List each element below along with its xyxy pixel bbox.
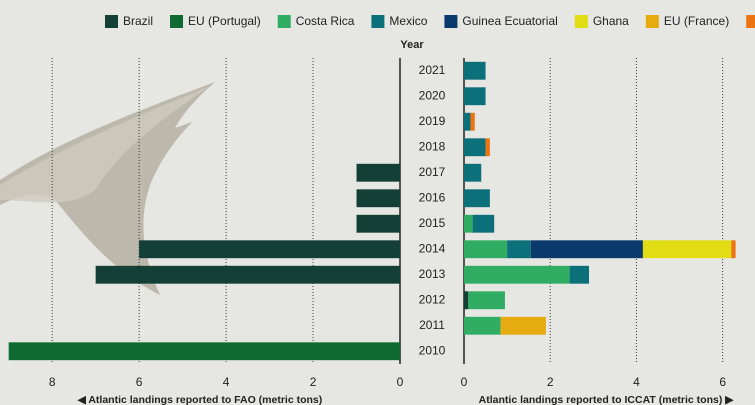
- y-tick-label: 2020: [419, 88, 446, 102]
- bar: [464, 240, 508, 259]
- legend-swatch: [170, 15, 184, 28]
- y-tick-label: 2012: [419, 292, 446, 306]
- bar: [464, 214, 473, 233]
- y-tick-label: 2021: [419, 63, 446, 77]
- year-title: Year: [400, 39, 424, 51]
- x-tick-label: 8: [49, 375, 56, 389]
- bar: [464, 112, 471, 131]
- y-tick-label: 2014: [419, 241, 446, 255]
- bar: [731, 240, 736, 259]
- bar: [95, 265, 401, 284]
- legend-label: EU (France): [664, 14, 729, 28]
- bar: [464, 138, 486, 157]
- x-tick-label: 2: [547, 375, 554, 389]
- bar: [8, 342, 401, 361]
- y-tick-label: 2017: [419, 165, 446, 179]
- x-axis-title: ◀ Atlantic landings reported to FAO (met…: [77, 394, 323, 405]
- bar: [356, 189, 400, 208]
- y-tick-label: 2010: [419, 343, 446, 357]
- y-tick-label: 2013: [419, 267, 446, 281]
- bar: [356, 214, 400, 233]
- bar: [500, 316, 546, 335]
- bar: [464, 291, 469, 310]
- x-tick-label: 6: [136, 375, 143, 389]
- bar: [464, 189, 490, 208]
- legend-swatch: [371, 15, 385, 28]
- legend-swatch: [105, 15, 118, 28]
- bar: [468, 291, 505, 310]
- legend-label: EU (Portugal): [188, 14, 261, 28]
- x-tick-label: 4: [633, 375, 640, 389]
- x-tick-label: 0: [397, 375, 404, 389]
- legend-label: Ghana: [593, 14, 629, 28]
- shark-fin-illustration: [0, 82, 215, 295]
- y-tick-label: 2018: [419, 139, 446, 153]
- x-tick-label: 2: [310, 375, 317, 389]
- bar: [472, 214, 495, 233]
- legend-swatch: [645, 15, 659, 28]
- y-tick-label: 2016: [419, 190, 446, 204]
- bar: [569, 265, 590, 284]
- legend-label: Costa Rica: [296, 14, 355, 28]
- bar: [507, 240, 531, 259]
- bar: [464, 61, 486, 80]
- bar: [530, 240, 643, 259]
- legend-label: Guinea Ecuatorial: [462, 14, 557, 28]
- x-tick-label: 6: [719, 375, 726, 389]
- bar: [139, 240, 400, 259]
- legend-swatch: [574, 15, 588, 28]
- bar: [470, 112, 475, 131]
- bar: [464, 265, 570, 284]
- bar: [356, 163, 400, 182]
- bar: [464, 87, 486, 106]
- legend-swatch: [444, 15, 458, 28]
- legend-label: Mexico: [389, 14, 427, 28]
- legend-swatch: [746, 15, 755, 28]
- bar: [485, 138, 490, 157]
- bar: [642, 240, 732, 259]
- legend-label: Brazil: [123, 14, 153, 28]
- y-tick-label: 2011: [419, 318, 445, 332]
- bar: [464, 316, 501, 335]
- x-tick-label: 4: [223, 375, 230, 389]
- x-tick-label: 0: [461, 375, 468, 389]
- legend-swatch: [277, 15, 291, 28]
- x-axis-title: Atlantic landings reported to ICCAT (met…: [479, 394, 735, 405]
- y-tick-label: 2019: [419, 114, 446, 128]
- bar: [464, 163, 482, 182]
- y-tick-label: 2015: [419, 216, 446, 230]
